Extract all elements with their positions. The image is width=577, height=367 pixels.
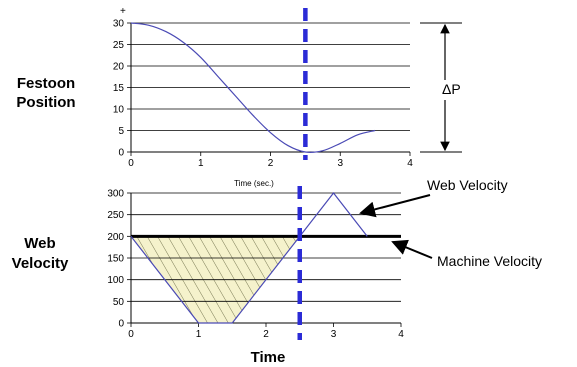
x-tick-label-3: 3 — [331, 329, 337, 340]
web-velocity-chart: 0 50 100 150 200 250 300 0 1 2 3 4 — [107, 186, 404, 340]
y-tick-label-0: 0 — [118, 148, 124, 159]
x-tick-label-3: 3 — [337, 158, 343, 169]
y-tick-label-100: 100 — [107, 275, 124, 286]
y-tick-label-30: 30 — [113, 19, 125, 30]
y-tick-label-200: 200 — [107, 232, 124, 243]
machine-velocity-annotation: Machine Velocity — [437, 253, 542, 269]
y-tick-label-15: 15 — [113, 83, 125, 94]
y-tick-label-300: 300 — [107, 189, 124, 200]
festoon-position-chart: 0 5 10 15 20 25 30 0 1 2 3 4 — [113, 8, 413, 169]
plus-mark: + — [120, 6, 126, 17]
x-tick-label-4: 4 — [398, 329, 404, 340]
y-tick-label-20: 20 — [113, 62, 125, 73]
festoon-label-line2: Position — [16, 94, 75, 111]
x-tick-label-1: 1 — [198, 158, 204, 169]
y-tick-label-250: 250 — [107, 210, 124, 221]
velocity-series-line-0 — [130, 192, 368, 324]
y-tick-label-5: 5 — [118, 126, 124, 137]
web-velocity-arrow — [359, 194, 431, 218]
web-velocity-side-label-line1: Web — [24, 235, 55, 252]
delta-p-label: ΔP — [442, 81, 461, 97]
festoon-series-line-0 — [130, 22, 376, 153]
web-velocity-annotation: Web Velocity — [427, 177, 508, 193]
x-tick-label-0: 0 — [128, 329, 134, 340]
machine-velocity-arrow — [391, 239, 433, 259]
x-tick-label-0: 0 — [128, 158, 134, 169]
y-tick-label-0: 0 — [118, 319, 124, 330]
y-tick-label-10: 10 — [113, 105, 125, 116]
festoon-label-line1: Festoon — [17, 75, 75, 92]
top-x-axis-label: Time (sec.) — [234, 179, 274, 188]
y-tick-label-150: 150 — [107, 254, 124, 265]
x-tick-label-2: 2 — [268, 158, 274, 169]
y-tick-label-50: 50 — [113, 297, 125, 308]
x-tick-label-1: 1 — [196, 329, 202, 340]
bottom-x-axis-label: Time — [251, 349, 286, 366]
x-tick-label-2: 2 — [263, 329, 269, 340]
y-tick-label-25: 25 — [113, 40, 125, 51]
web-velocity-side-label-line2: Velocity — [12, 255, 69, 272]
x-tick-label-4: 4 — [407, 158, 413, 169]
delta-p-annotation: ΔP — [420, 22, 462, 153]
